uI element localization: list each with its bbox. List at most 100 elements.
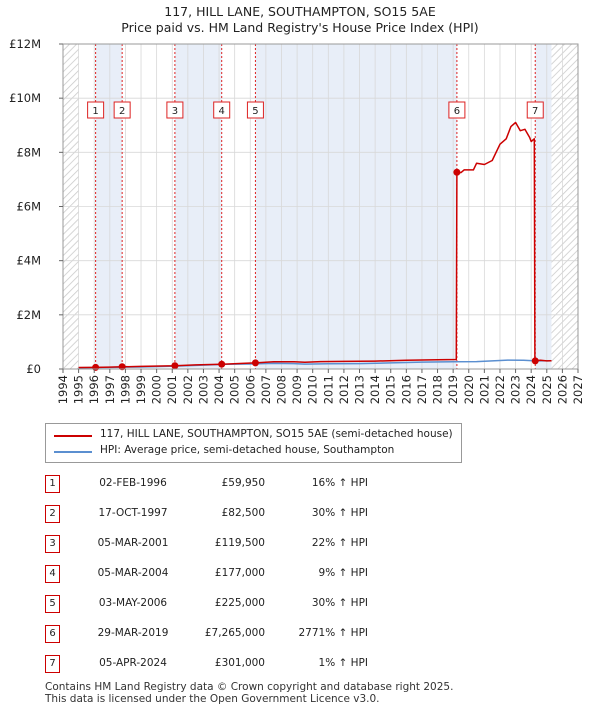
x-tick-label: 1996 <box>87 375 101 404</box>
y-tick-label: £2M <box>16 308 41 322</box>
x-tick-label: 2024 <box>524 375 538 404</box>
x-tick-label: 2005 <box>228 375 242 404</box>
sale-label-box <box>246 101 264 119</box>
x-tick-label: 2006 <box>243 375 257 404</box>
transaction-row: 3 05-MAR-2001 £119,500 22% ↑ HPI <box>0 535 600 555</box>
chart-title: 117, HILL LANE, SOUTHAMPTON, SO15 5AE <box>164 4 436 19</box>
transaction-row: 2 17-OCT-1997 £82,500 30% ↑ HPI <box>0 505 600 525</box>
transaction-row: 4 05-MAR-2004 £177,000 9% ↑ HPI <box>0 565 600 585</box>
transaction-price: £7,265,000 <box>204 627 265 639</box>
sale-point <box>171 362 179 370</box>
chart-subtitle: Price paid vs. HM Land Registry's House … <box>121 20 479 35</box>
transaction-date: 17-OCT-1997 <box>98 507 168 519</box>
y-tick-label: £4M <box>16 254 41 268</box>
x-tick-label: 2001 <box>165 375 179 404</box>
x-tick-label: 2009 <box>290 375 304 404</box>
transaction-date: 02-FEB-1996 <box>99 477 167 489</box>
transaction-price: £59,950 <box>221 477 265 489</box>
sale-label: 1 <box>92 106 98 117</box>
x-tick-label: 1994 <box>56 375 70 404</box>
chart-legend: 117, HILL LANE, SOUTHAMPTON, SO15 5AE (s… <box>45 423 462 463</box>
legend-label-hpi: HPI: Average price, semi-detached house,… <box>100 444 395 456</box>
transaction-row: 7 05-APR-2024 £301,000 1% ↑ HPI <box>0 655 600 675</box>
x-tick-label: 1995 <box>72 375 86 404</box>
sale-label-box <box>166 101 184 119</box>
x-tick-label: 1999 <box>134 375 148 404</box>
transaction-price: £301,000 <box>214 657 265 669</box>
sale-point <box>251 359 259 367</box>
x-tick-label: 2016 <box>399 375 413 404</box>
transaction-price: £82,500 <box>221 507 265 519</box>
transaction-number-badge: 6 <box>45 625 60 643</box>
transaction-row: 5 03-MAY-2006 £225,000 30% ↑ HPI <box>0 595 600 615</box>
transaction-date: 03-MAY-2006 <box>98 597 168 609</box>
sale-point <box>218 360 226 368</box>
transaction-date: 05-MAR-2004 <box>97 567 169 579</box>
x-tick-label: 2003 <box>196 375 210 404</box>
legend-swatch-hpi <box>54 451 92 453</box>
x-tick-label: 2020 <box>462 375 476 404</box>
x-tick-label: 2017 <box>415 375 429 404</box>
x-tick-label: 2022 <box>493 375 507 404</box>
y-tick-label: £6M <box>16 200 41 214</box>
y-tick-label: £8M <box>16 145 41 159</box>
sale-label: 3 <box>172 106 178 117</box>
transaction-number-badge: 3 <box>45 535 60 553</box>
sale-point <box>531 357 539 365</box>
sale-label: 5 <box>252 106 258 117</box>
transaction-price: £177,000 <box>214 567 265 579</box>
transaction-price: £225,000 <box>214 597 265 609</box>
footer-copyright: Contains HM Land Registry data © Crown c… <box>45 681 454 693</box>
x-tick-label: 2013 <box>353 375 367 404</box>
x-tick-label: 2007 <box>259 375 273 404</box>
x-tick-label: 2000 <box>150 375 164 404</box>
x-tick-label: 2014 <box>368 375 382 404</box>
sale-label: 4 <box>219 106 225 117</box>
sale-label: 6 <box>454 106 460 117</box>
x-tick-label: 2004 <box>212 375 226 404</box>
sale-label: 2 <box>119 106 125 117</box>
x-tick-label: 2002 <box>181 375 195 404</box>
transaction-row: 6 29-MAR-2019 £7,265,000 2771% ↑ HPI <box>0 625 600 645</box>
y-tick-label: £10M <box>9 91 41 105</box>
transaction-number-badge: 4 <box>45 565 60 583</box>
x-tick-label: 2008 <box>274 375 288 404</box>
x-tick-label: 2023 <box>509 375 523 404</box>
x-tick-label: 2019 <box>446 375 460 404</box>
transaction-hpi-change: 1% ↑ HPI <box>318 657 368 669</box>
transaction-date: 29-MAR-2019 <box>97 627 169 639</box>
sale-point <box>453 168 461 176</box>
x-tick-label: 2012 <box>337 375 351 404</box>
legend-swatch-property <box>54 435 92 437</box>
y-tick-label: £12M <box>9 37 41 51</box>
footer-licence: This data is licensed under the Open Gov… <box>45 693 380 705</box>
transaction-row: 1 02-FEB-1996 £59,950 16% ↑ HPI <box>0 475 600 495</box>
x-tick-label: 2027 <box>571 375 585 404</box>
x-tick-label: 2010 <box>306 375 320 404</box>
transaction-number-badge: 2 <box>45 505 60 523</box>
y-tick-label: £0 <box>26 362 41 376</box>
sale-label: 7 <box>532 106 538 117</box>
footer: Contains HM Land Registry data © Crown c… <box>45 681 453 705</box>
legend-label-property: 117, HILL LANE, SOUTHAMPTON, SO15 5AE (s… <box>100 428 453 440</box>
sale-label-box <box>448 101 466 119</box>
x-tick-label: 2021 <box>477 375 491 404</box>
transaction-number-badge: 5 <box>45 595 60 613</box>
sale-label-box <box>87 101 105 119</box>
sale-label-box <box>113 101 131 119</box>
x-tick-label: 2011 <box>321 375 335 404</box>
sale-label-box <box>213 101 231 119</box>
x-tick-label: 2015 <box>384 375 398 404</box>
transaction-number-badge: 7 <box>45 655 60 673</box>
x-tick-label: 1997 <box>103 375 117 404</box>
x-tick-label: 2025 <box>540 375 554 404</box>
transaction-number-badge: 1 <box>45 475 60 493</box>
transaction-date: 05-APR-2024 <box>99 657 167 669</box>
transaction-hpi-change: 2771% ↑ HPI <box>298 627 369 639</box>
transaction-hpi-change: 16% ↑ HPI <box>311 477 368 489</box>
transaction-price: £119,500 <box>214 537 265 549</box>
transaction-date: 05-MAR-2001 <box>97 537 169 549</box>
transaction-hpi-change: 22% ↑ HPI <box>311 537 368 549</box>
x-tick-label: 1998 <box>118 375 132 404</box>
